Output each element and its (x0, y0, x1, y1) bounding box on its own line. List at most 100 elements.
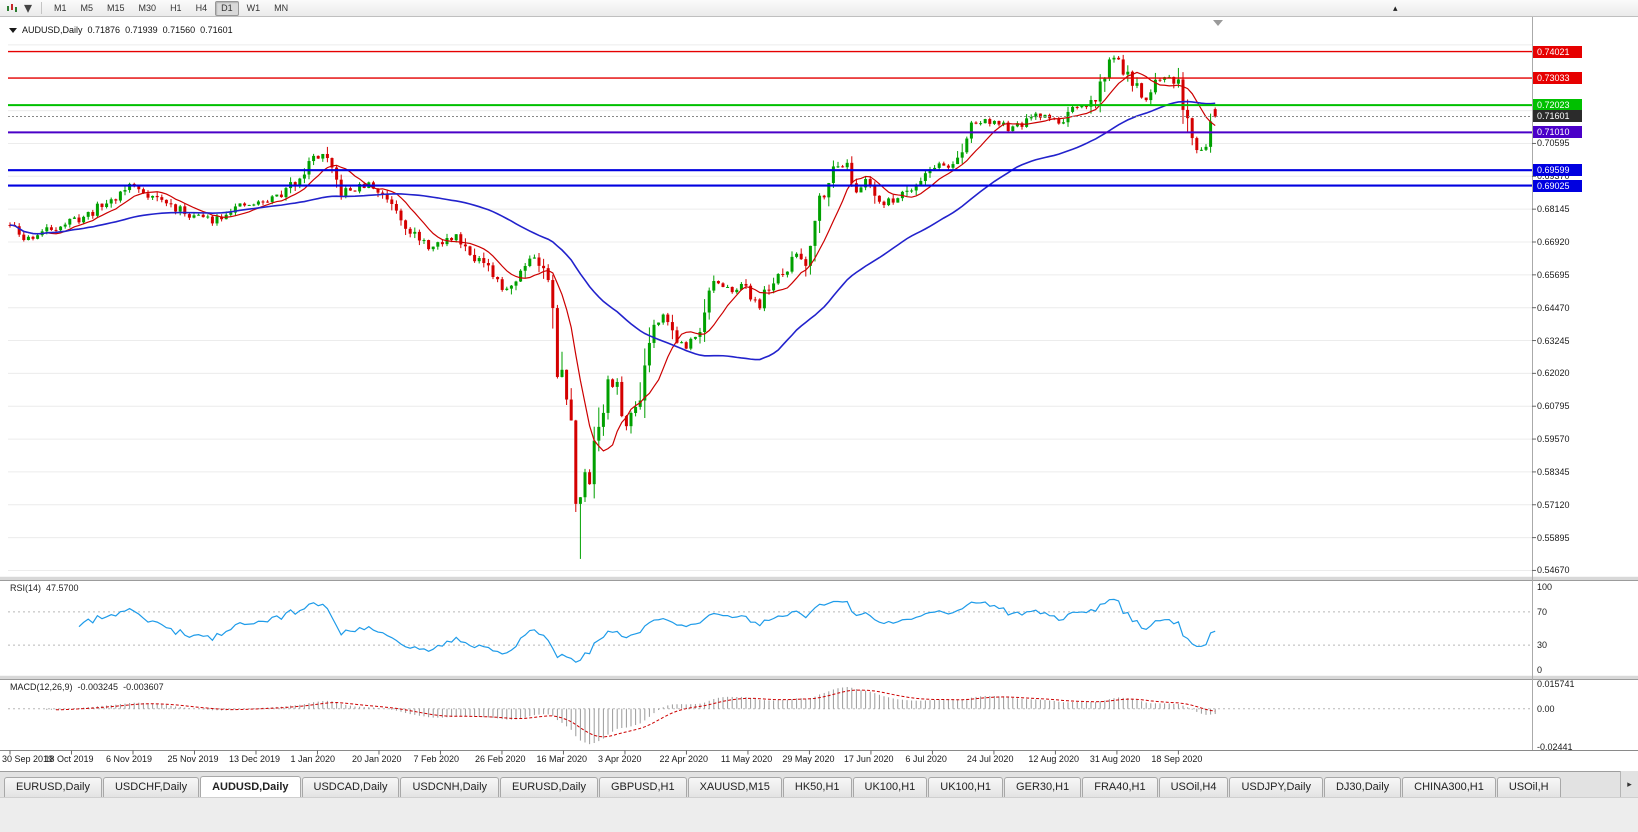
open-value: 0.71876 (87, 25, 121, 35)
timeframe-buttons: M1 M5 M15 M30 H1 H4 D1 W1 MN (47, 0, 295, 16)
date-label: 3 Apr 2020 (597, 754, 642, 764)
close-value: 0.71601 (200, 25, 233, 35)
macd-axis-label: 0.00 (1537, 703, 1555, 714)
date-label: 18 Sep 2020 (1151, 754, 1203, 764)
rsi-value: 47.5700 (46, 583, 79, 593)
tab-gbpusd-h1[interactable]: GBPUSD,H1 (599, 777, 687, 797)
hline-price-box[interactable]: 0.74021 (1533, 45, 1582, 58)
tab-usdcnh-daily[interactable]: USDCNH,Daily (400, 777, 500, 797)
hline-price-box[interactable]: 0.69599 (1533, 164, 1582, 177)
price-tick-label: 0.58345 (1537, 466, 1570, 477)
date-label: 25 Nov 2019 (167, 754, 219, 764)
date-label: 31 Aug 2020 (1089, 754, 1141, 764)
price-tick-label: 0.62020 (1537, 368, 1570, 379)
macd-label: MACD(12,26,9) -0.003245 -0.003607 (10, 682, 164, 692)
date-label: 16 Mar 2020 (536, 754, 587, 764)
date-label: 6 Jul 2020 (905, 754, 947, 764)
price-tick-label: 0.66920 (1537, 237, 1570, 247)
date-label: 12 Aug 2020 (1028, 754, 1079, 764)
tab-usdjpy-daily[interactable]: USDJPY,Daily (1229, 777, 1323, 797)
tab-fra40-h1[interactable]: FRA40,H1 (1082, 777, 1158, 797)
timeframe-toolbar: ▾ M1 M5 M15 M30 H1 H4 D1 W1 MN ▴ (0, 0, 1638, 17)
timeframe-button-d1[interactable]: D1 (215, 0, 239, 16)
symbol-tab-bar: EURUSD,Daily USDCHF,Daily AUDUSD,Daily USDC… (0, 771, 1638, 797)
price-tick-label: 0.54670 (1537, 565, 1570, 576)
status-strip (0, 797, 1638, 832)
macd-name: MACD(12,26,9) (10, 682, 73, 692)
tab-scroll-right-button[interactable]: ▸ (1620, 771, 1638, 797)
rsi-label: RSI(14) 47.5700 (10, 583, 79, 593)
tab-usoil-h4[interactable]: USOil,H4 (1158, 777, 1229, 797)
toolbar-separator (41, 2, 42, 14)
price-tick-label: 0.65695 (1537, 269, 1570, 280)
price-tick-label: 0.70595 (1537, 138, 1570, 149)
rsi-axis-label: 70 (1537, 606, 1548, 617)
symbol-label: AUDUSD,Daily (22, 25, 83, 35)
current-price-box: 0.71601 (1533, 110, 1582, 123)
rsi-axis-label: 0 (1537, 665, 1543, 675)
hline-price-box[interactable]: 0.69025 (1533, 179, 1582, 192)
date-label: 17 Jun 2020 (843, 754, 894, 764)
tab-usdcad-daily[interactable]: USDCAD,Daily (301, 777, 400, 797)
rsi-name: RSI(14) (10, 583, 42, 593)
price-tick-label: 0.59570 (1537, 434, 1570, 445)
tab-china300-h1[interactable]: CHINA300,H1 (1402, 777, 1496, 797)
timeframe-button-h4[interactable]: H4 (195, 2, 208, 13)
timeframe-button-m15[interactable]: M15 (107, 2, 125, 13)
macd-signal-value: -0.003607 (123, 682, 164, 692)
date-label: 26 Feb 2020 (474, 754, 526, 764)
timeframe-button-h1[interactable]: H1 (170, 2, 182, 13)
date-label: 24 Jul 2020 (966, 754, 1014, 764)
timeframe-button-mn[interactable]: MN (274, 2, 289, 13)
low-value: 0.71560 (162, 25, 196, 35)
tab-ger30-h1[interactable]: GER30,H1 (1004, 777, 1082, 797)
tab-xauusd-m15[interactable]: XAUUSD,M15 (687, 777, 782, 797)
tab-dj30-daily[interactable]: DJ30,Daily (1323, 777, 1402, 797)
price-tick-label: 0.68145 (1537, 204, 1570, 215)
hline-price-box[interactable]: 0.73033 (1533, 72, 1582, 85)
hline-price-box[interactable]: 0.72023 (1533, 99, 1582, 112)
symbol-menu-icon[interactable] (9, 27, 17, 33)
price-tick-label: 0.60795 (1537, 401, 1570, 412)
chart-type-icon[interactable] (4, 1, 20, 15)
tab-uk100-h1[interactable]: UK100,H1 (852, 777, 928, 797)
date-label: 30 Sep 2019 (2, 754, 54, 764)
macd-axis-label: 0.015741 (1537, 679, 1575, 689)
price-tick-label: 0.63245 (1537, 335, 1570, 346)
tab-hk50-h1[interactable]: HK50,H1 (782, 777, 852, 797)
price-tick-label: 0.55895 (1537, 532, 1570, 543)
timeframe-button-m1[interactable]: M1 (54, 2, 67, 13)
tab-uk100-h1[interactable]: UK100,H1 (928, 777, 1004, 797)
chart-dropdown-icon[interactable]: ▾ (23, 0, 33, 17)
chart-header: AUDUSD,Daily 0.71876 0.71939 0.71560 0.7… (9, 25, 233, 35)
rsi-axis-label: 30 (1537, 640, 1548, 651)
tab-usdchf-daily[interactable]: USDCHF,Daily (102, 777, 200, 797)
chart-canvas[interactable] (0, 0, 1638, 770)
date-label: 6 Nov 2019 (105, 754, 153, 764)
hline-price-box[interactable]: 0.71010 (1533, 126, 1582, 139)
tab-eurusd-daily[interactable]: EURUSD,Daily (500, 777, 598, 797)
date-label: 11 May 2020 (720, 754, 773, 764)
tab-usoil-h[interactable]: USOil,H (1496, 777, 1561, 797)
timeframe-button-m30[interactable]: M30 (138, 2, 157, 13)
date-label: 13 Dec 2019 (228, 754, 281, 764)
date-label: 29 May 2020 (782, 754, 835, 764)
high-value: 0.71939 (125, 25, 158, 35)
timeframe-button-m5[interactable]: M5 (80, 2, 94, 13)
date-label: 20 Jan 2020 (351, 754, 402, 764)
toolbar-marker-icon: ▴ (1393, 3, 1398, 13)
price-tick-label: 0.57120 (1537, 499, 1570, 510)
timeframe-button-w1[interactable]: W1 (246, 2, 261, 13)
date-label: 22 Apr 2020 (659, 754, 708, 764)
price-tick-label: 0.64470 (1537, 302, 1570, 313)
candlestick-glyph (7, 3, 17, 12)
macd-main-value: -0.003245 (77, 682, 119, 692)
macd-axis-label: -0.02441 (1537, 742, 1573, 752)
price-tick-label: 0.69370 (1537, 171, 1570, 182)
date-label: 1 Jan 2020 (290, 754, 336, 764)
date-label: 18 Oct 2019 (44, 754, 94, 764)
tab-audusd-daily[interactable]: AUDUSD,Daily (200, 776, 301, 797)
tab-eurusd-daily[interactable]: EURUSD,Daily (4, 777, 102, 797)
rsi-axis-label: 100 (1537, 582, 1553, 592)
